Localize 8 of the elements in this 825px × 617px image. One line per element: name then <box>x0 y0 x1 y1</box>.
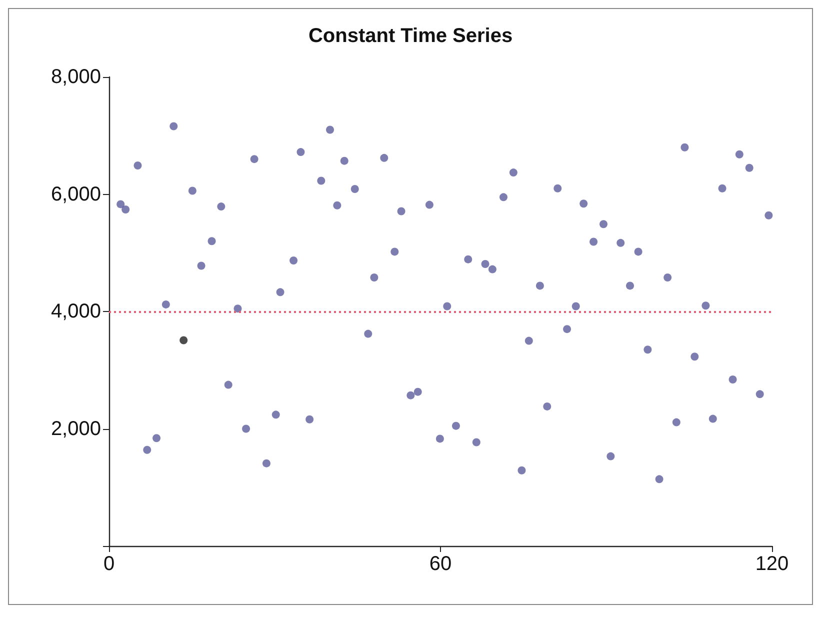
y-tick-label: 6,000 <box>50 183 101 206</box>
x-tick-label: 120 <box>755 553 789 575</box>
y-tick-label: 2,000 <box>50 418 101 440</box>
x-tick-label: 0 <box>103 553 115 575</box>
x-tick-label: 60 <box>429 553 452 575</box>
chart-title: Constant Time Series <box>308 25 513 47</box>
y-tick-label: 4,000 <box>50 300 101 322</box>
y-tick-label: 8,000 <box>50 66 101 88</box>
